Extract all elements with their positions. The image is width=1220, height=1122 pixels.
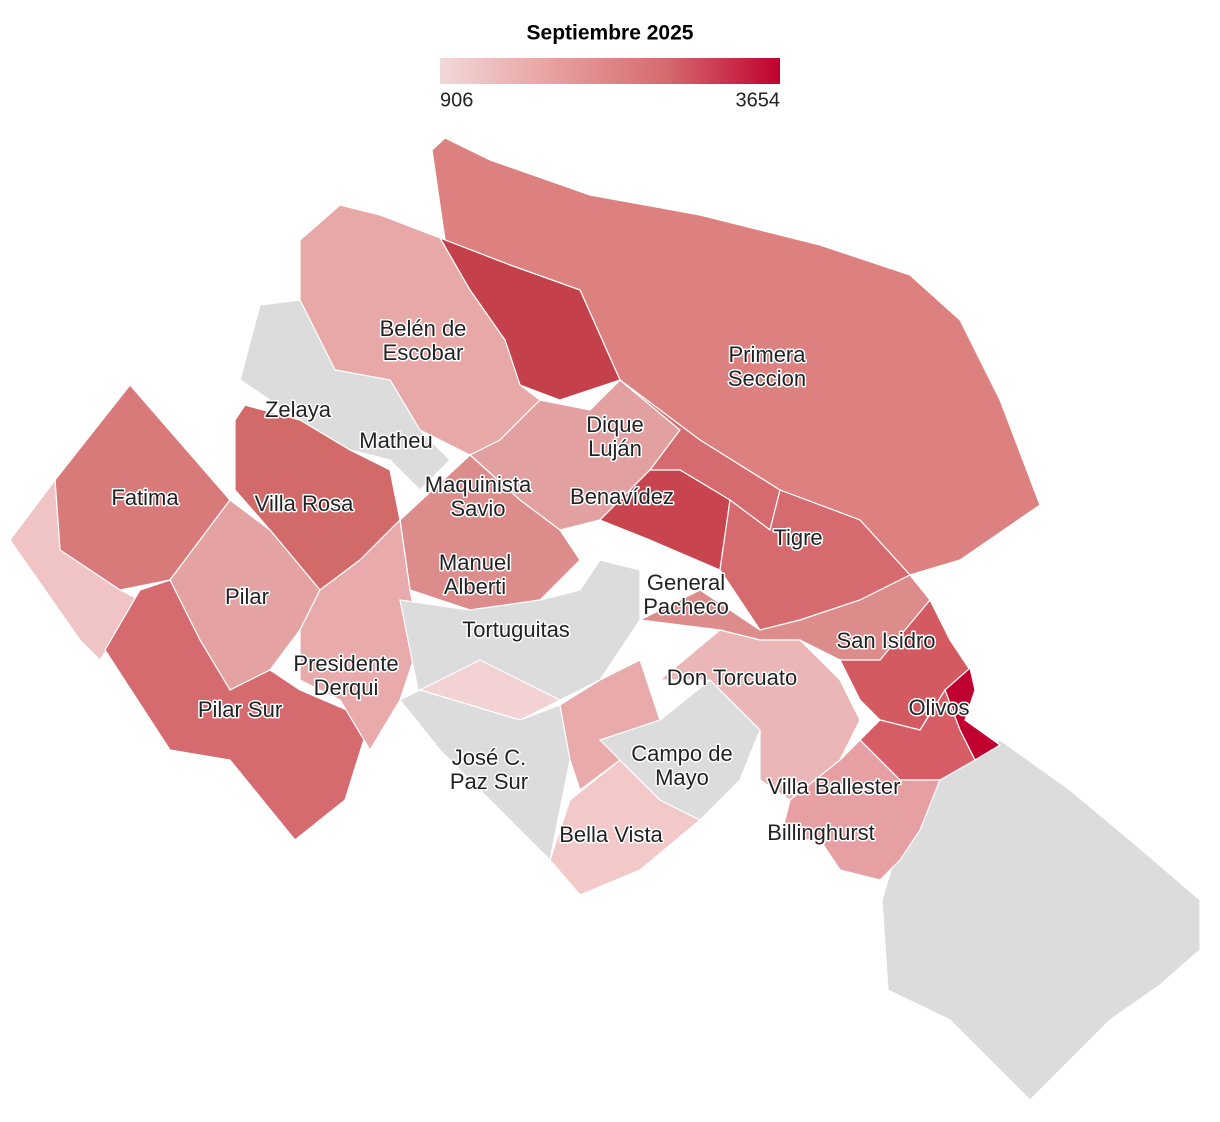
place-label: Savio [450, 496, 505, 521]
legend-title: Septiembre 2025 [527, 22, 694, 45]
place-label: Matheu [359, 428, 432, 453]
place-label: Fatima [111, 485, 179, 510]
place-label: Billinghurst [767, 820, 875, 845]
legend-min: 906 [440, 89, 473, 111]
place-label: Belén de [380, 316, 467, 341]
region [399, 454, 581, 611]
place-label: Presidente [293, 651, 398, 676]
place-label: Pilar [225, 584, 269, 609]
place-label: Luján [588, 436, 642, 461]
place-label: Bella Vista [559, 822, 663, 847]
place-label: Alberti [444, 574, 506, 599]
place-label: Manuel [439, 550, 511, 575]
place-label: Seccion [728, 366, 806, 391]
region [9, 478, 141, 661]
place-label: Paz Sur [450, 769, 528, 794]
region [598, 679, 761, 821]
region [779, 739, 941, 881]
legend-gradient [440, 58, 780, 84]
place-label: Pilar Sur [198, 697, 282, 722]
legend-max: 3654 [736, 89, 781, 111]
region [658, 629, 861, 801]
place-label: Escobar [383, 340, 464, 365]
place-label: General [647, 570, 725, 595]
place-label: Pacheco [643, 594, 729, 619]
place-label: Mayo [655, 765, 709, 790]
place-label: Benavídez [570, 484, 674, 509]
place-label: Villa Rosa [255, 491, 354, 516]
region [399, 689, 571, 862]
region [881, 739, 1201, 1101]
place-label: Primera [728, 342, 806, 367]
place-label: Derqui [314, 675, 379, 700]
place-label: Olivos [908, 695, 969, 720]
place-label: Maquinista [425, 472, 532, 497]
place-label: Zelaya [265, 397, 332, 422]
regions [9, 137, 1201, 1101]
place-label: Don Torcuato [667, 665, 797, 690]
place-label: Villa Ballester [768, 774, 901, 799]
place-label: San Isidro [836, 628, 935, 653]
region [104, 579, 371, 841]
place-label: Campo de [631, 741, 733, 766]
place-label: Dique [586, 412, 643, 437]
place-label: Tortuguitas [462, 617, 570, 642]
place-label: Tigre [773, 525, 822, 550]
place-label: José C. [452, 745, 527, 770]
